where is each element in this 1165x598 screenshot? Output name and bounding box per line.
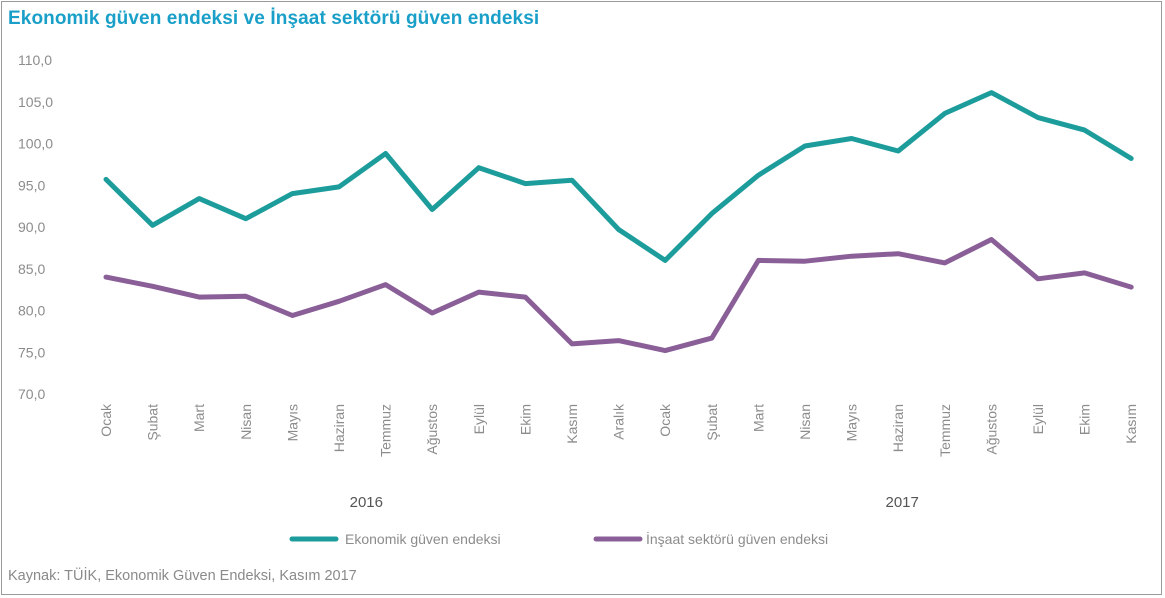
x-tick-label: Ekim: [517, 404, 533, 435]
series-lines: [103, 90, 1134, 354]
x-tick-label: Temmuz: [378, 404, 394, 457]
source-note: Kaynak: TÜİK, Ekonomik Güven Endeksi, Ka…: [8, 568, 357, 584]
x-tick-label: Kasım: [1123, 404, 1139, 444]
x-tick-label: Mart: [750, 404, 766, 432]
y-tick-label: 80,0: [18, 303, 45, 319]
year-label: 2016: [350, 494, 383, 511]
y-tick-label: 90,0: [18, 219, 45, 235]
x-tick-label: Mayıs: [284, 404, 300, 441]
x-tick-label: Eylül: [471, 404, 487, 434]
x-tick-label: Ağustos: [983, 404, 999, 455]
y-tick-label: 110,0: [18, 52, 52, 68]
x-tick-label: Nisan: [797, 404, 813, 440]
y-tick-label: 95,0: [18, 177, 45, 193]
x-tick-label: Nisan: [238, 404, 254, 440]
x-tick-label: Temmuz: [937, 404, 953, 457]
legend-label-1: Ekonomik güven endeksi: [345, 531, 501, 547]
series-line-1: [103, 90, 1134, 263]
y-tick-label: 105,0: [18, 94, 53, 110]
x-tick-label: Ekim: [1077, 404, 1093, 435]
x-tick-label: Ocak: [98, 403, 114, 437]
x-tick-label: Şubat: [704, 404, 720, 441]
y-tick-label: 75,0: [18, 344, 45, 360]
x-tick-label: Haziran: [890, 404, 906, 452]
chart-title: Ekonomik güven endeksi ve İnşaat sektörü…: [8, 8, 540, 29]
x-tick-label: Aralık: [611, 403, 627, 440]
x-axis: Ocak Şubat Mart Nisan Mayıs Haziran Temmuz Ağus…: [98, 403, 1139, 457]
year-labels: 2016 2017: [350, 494, 919, 511]
y-tick-label: 70,0: [18, 386, 45, 402]
legend-label-2: İnşaat sektörü güven endeksi: [646, 530, 828, 547]
year-label: 2017: [886, 494, 919, 511]
y-tick-label: 100,0: [18, 136, 53, 152]
x-tick-label: Kasım: [564, 404, 580, 444]
x-tick-label: Şubat: [145, 404, 161, 441]
y-axis: 110,0 105,0 100,0 95,0 90,0 85,0 80,0 75,0 70,0: [18, 52, 53, 402]
x-tick-label: Ağustos: [424, 404, 440, 455]
x-tick-label: Ocak: [657, 403, 673, 437]
x-tick-label: Haziran: [331, 404, 347, 452]
x-tick-label: Mart: [191, 404, 207, 432]
x-tick-label: Eylül: [1030, 404, 1046, 434]
legend: Ekonomik güven endeksi İnşaat sektörü güv…: [289, 530, 828, 547]
x-tick-label: Mayıs: [844, 404, 860, 441]
series-line-2: [103, 237, 1134, 354]
y-tick-label: 85,0: [18, 261, 45, 277]
